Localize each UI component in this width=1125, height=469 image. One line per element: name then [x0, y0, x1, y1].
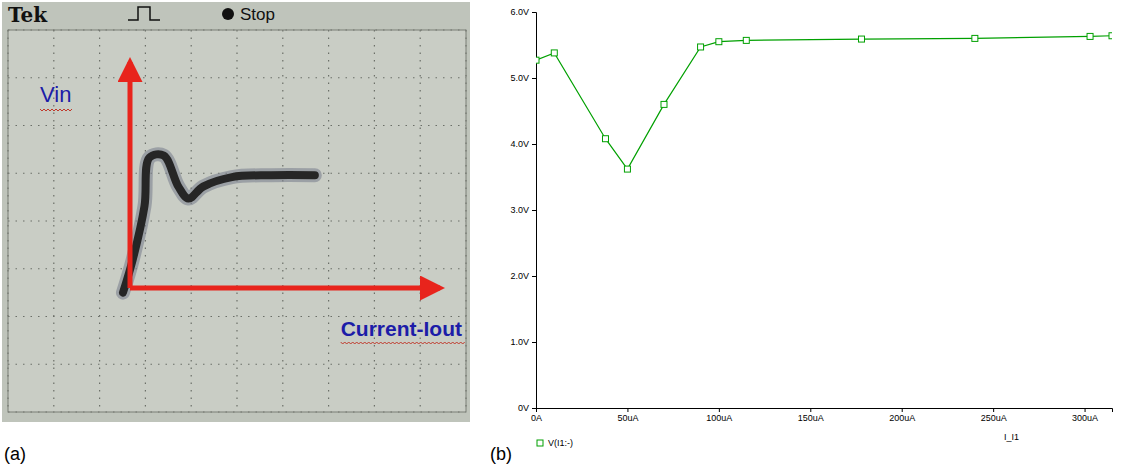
tick: 3.0V	[510, 205, 536, 215]
spell-underline	[341, 342, 465, 344]
tick: 0A	[531, 408, 542, 423]
tick-label: 50uA	[617, 413, 638, 423]
marker	[972, 35, 978, 41]
tick: 50uA	[617, 408, 638, 423]
run-indicator	[222, 8, 234, 20]
photo-background	[2, 2, 470, 422]
tick-mark	[532, 408, 536, 409]
marker	[536, 57, 539, 63]
tick-mark	[532, 342, 536, 343]
tick: 1.0V	[510, 337, 536, 347]
tick: 2.0V	[510, 271, 536, 281]
graticule	[8, 30, 466, 412]
tick: 0V	[518, 403, 536, 413]
legend: V(I1:-)	[537, 438, 573, 448]
marker	[716, 39, 722, 45]
grid-line	[328, 30, 329, 412]
grid-line	[8, 125, 466, 126]
tick-label: 2.0V	[510, 271, 529, 281]
trigger-icon	[128, 7, 160, 20]
tick-label: 4.0V	[510, 139, 529, 149]
grid-line	[374, 30, 375, 412]
tick-label: 0A	[531, 413, 542, 423]
tick-mark	[532, 210, 536, 211]
tick-label: 100uA	[706, 413, 732, 423]
tick-mark	[532, 12, 536, 13]
tick: 4.0V	[510, 139, 536, 149]
tick: 6.0V	[510, 7, 536, 17]
scope-trace-halo	[123, 154, 315, 292]
spell-underline	[40, 109, 72, 111]
axis-title: Vin	[40, 82, 71, 107]
tick-label: 200uA	[889, 413, 915, 423]
marker	[551, 50, 557, 56]
arrow	[130, 286, 440, 291]
screen	[8, 30, 466, 412]
marker	[624, 166, 630, 172]
tick-mark	[719, 408, 720, 412]
marker	[858, 36, 864, 42]
tick: 150uA	[798, 408, 824, 423]
series-line	[536, 36, 1112, 169]
y-axis: 0V 1.0V 2.0V 3.0V 4.0V 5.0V 6.0V	[510, 7, 536, 413]
tick-mark	[532, 78, 536, 79]
tick: 200uA	[889, 408, 915, 423]
axis-title: I_I1	[1004, 432, 1019, 442]
marker	[743, 37, 749, 43]
tick-label: 0V	[518, 403, 529, 413]
legend-symbol	[537, 440, 543, 446]
tick: 250uA	[981, 408, 1007, 423]
tick-mark	[993, 408, 994, 412]
panel-label: (a)	[4, 444, 26, 464]
marker	[661, 101, 667, 107]
marker	[1087, 33, 1093, 39]
tick-mark	[810, 408, 811, 412]
tick-mark	[902, 408, 903, 412]
tick-label: 150uA	[798, 413, 824, 423]
scope-brand: Tek	[8, 3, 48, 27]
grid-line	[282, 30, 283, 412]
grid-line	[8, 77, 466, 78]
tick-label: 5.0V	[510, 73, 529, 83]
axis-line	[532, 13, 537, 409]
legend-label: V(I1:-)	[548, 438, 573, 448]
tick-label: 1.0V	[510, 337, 529, 347]
tick-label: 6.0V	[510, 7, 529, 17]
plot-area	[123, 154, 315, 292]
marker	[602, 136, 608, 142]
tick-label: 3.0V	[510, 205, 529, 215]
tick: 300uA	[1072, 408, 1098, 423]
tick-mark	[532, 144, 536, 145]
grid-line	[191, 30, 192, 412]
plot-frame	[8, 30, 466, 412]
grid-line	[8, 220, 466, 221]
tick-mark	[532, 276, 536, 277]
grid-line	[8, 364, 466, 365]
arrow	[128, 62, 133, 288]
run-status: Stop	[240, 5, 275, 24]
x-axis: 0A 50uA 100uA 150uA 200uA 250uA 300uA	[531, 408, 1113, 423]
axis-title: Current-Iout	[341, 317, 462, 340]
marker	[1109, 33, 1112, 39]
grid-line	[8, 268, 466, 269]
tick-label: 300uA	[1072, 413, 1098, 423]
tick-mark	[627, 408, 628, 412]
grid-line	[236, 30, 237, 412]
panel-label: (b)	[490, 444, 512, 464]
tick: 100uA	[706, 408, 732, 423]
marker	[698, 44, 704, 50]
tick: 5.0V	[510, 73, 536, 83]
tick-label: 250uA	[981, 413, 1007, 423]
plot-area	[536, 33, 1112, 172]
scope-trace	[123, 154, 315, 292]
tick-mark	[1085, 408, 1086, 412]
axis-line	[537, 409, 1113, 413]
figure: Tek Stop Vin Current-Iout (a) 0A 50uA 100uA 150u…	[0, 0, 1125, 469]
